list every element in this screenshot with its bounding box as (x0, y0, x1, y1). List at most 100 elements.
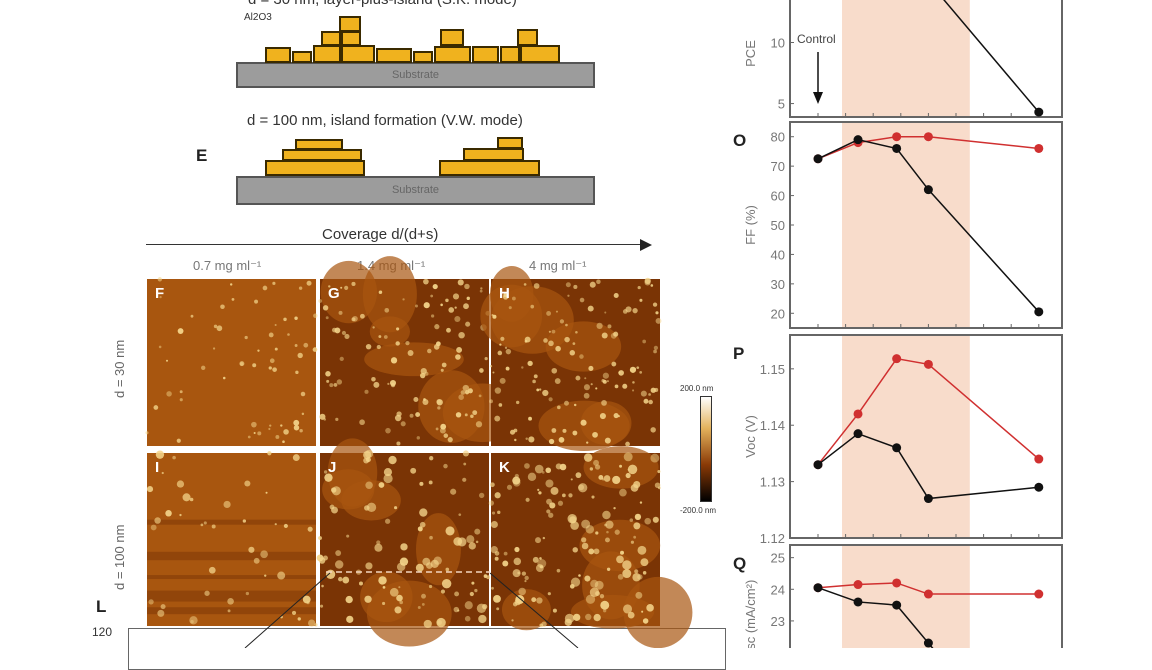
afm-grain (503, 293, 508, 298)
afm-grain (440, 368, 444, 372)
afm-grain (556, 568, 561, 573)
afm-grain (339, 356, 344, 362)
afm-grain (342, 576, 350, 584)
afm-grain (331, 487, 337, 493)
afm-grain (536, 597, 543, 604)
afm-grain (492, 314, 497, 319)
afm-grain (400, 543, 408, 551)
afm-grain (443, 463, 448, 469)
afm-grain (466, 296, 470, 301)
y-tick-label: 50 (771, 218, 785, 233)
afm-grain (419, 481, 424, 486)
afm-grain (537, 488, 540, 491)
afm-grain (297, 352, 303, 359)
afm-grain (421, 602, 425, 606)
afm-grain (593, 548, 600, 555)
afm-grain (494, 387, 502, 394)
black-data-point (1034, 482, 1044, 492)
afm-grain (508, 306, 512, 310)
colorbar-min: -200.0 nm (680, 506, 717, 515)
afm-grain (398, 586, 401, 589)
afm-grain (415, 304, 418, 308)
afm-grain (229, 283, 233, 286)
afm-grain (557, 500, 564, 506)
height-colorbar (700, 396, 712, 502)
afm-grain (581, 537, 587, 543)
afm-grain (614, 384, 619, 389)
afm-grain (595, 387, 598, 390)
afm-grain (504, 346, 508, 349)
afm-grain (419, 372, 426, 379)
afm-grain (429, 456, 434, 461)
afm-grain (409, 413, 414, 418)
afm-grain (657, 486, 661, 490)
afm-grain (318, 536, 322, 540)
afm-grain (594, 464, 601, 470)
afm-grain (502, 560, 509, 567)
afm-grain (489, 365, 493, 368)
afm-grain (325, 316, 329, 320)
afm-grain (448, 307, 455, 313)
substrate-e: Substrate (236, 176, 595, 205)
afm-grain (402, 298, 405, 301)
afm-grain (452, 293, 460, 300)
afm-grain (365, 457, 371, 463)
red-data-point (892, 132, 902, 142)
afm-grain (613, 507, 616, 510)
afm-grain (564, 336, 570, 343)
afm-grain (323, 470, 328, 474)
afm-grain (338, 576, 343, 582)
afm-grain (648, 399, 653, 405)
afm-grain (497, 350, 503, 356)
afm-grain (579, 297, 585, 303)
afm-grain (364, 595, 372, 603)
black-series-line (943, 0, 1040, 113)
afm-grain (511, 619, 514, 622)
afm-grain (611, 361, 617, 367)
afm-grain (463, 462, 467, 466)
al2o3-block (341, 45, 375, 63)
afm-grain (466, 535, 475, 544)
afm-grain (420, 368, 427, 375)
afm-grain (499, 343, 502, 346)
afm-domain (362, 256, 417, 333)
afm-grain (573, 284, 578, 290)
afm-scan-streak (147, 607, 316, 615)
black-data-point (923, 185, 933, 195)
afm-grain (265, 491, 268, 494)
black-data-point (813, 583, 823, 593)
afm-grain (545, 467, 552, 474)
afm-grain (372, 326, 375, 329)
al2o3-block (472, 46, 499, 63)
afm-grain (440, 303, 443, 307)
afm-grain (326, 379, 330, 383)
afm-grain (590, 383, 593, 386)
afm-grain (640, 390, 647, 397)
black-data-point (853, 135, 863, 145)
afm-grain (521, 571, 527, 576)
afm-grain (201, 365, 206, 370)
plot-frame (789, 334, 1063, 539)
afm-grain (346, 534, 350, 538)
afm-grain (287, 333, 290, 336)
afm-grain (630, 540, 635, 544)
red-data-point (892, 578, 902, 588)
afm-grain (518, 587, 526, 596)
afm-grain (622, 569, 632, 579)
afm-grain (622, 560, 632, 570)
afm-grain (267, 451, 272, 456)
afm-grain (528, 436, 535, 443)
afm-grain (637, 545, 647, 555)
black-series-line (817, 586, 929, 644)
afm-scan-streak (147, 551, 316, 561)
afm-grain (239, 361, 245, 367)
afm-grain (493, 594, 501, 603)
afm-grain (639, 501, 643, 504)
afm-grain (606, 567, 611, 571)
afm-grain (464, 283, 470, 290)
shaded-region (842, 122, 970, 328)
afm-grain (294, 316, 298, 321)
afm-grain (512, 569, 521, 578)
afm-grain (295, 370, 299, 375)
afm-grain (548, 438, 555, 445)
